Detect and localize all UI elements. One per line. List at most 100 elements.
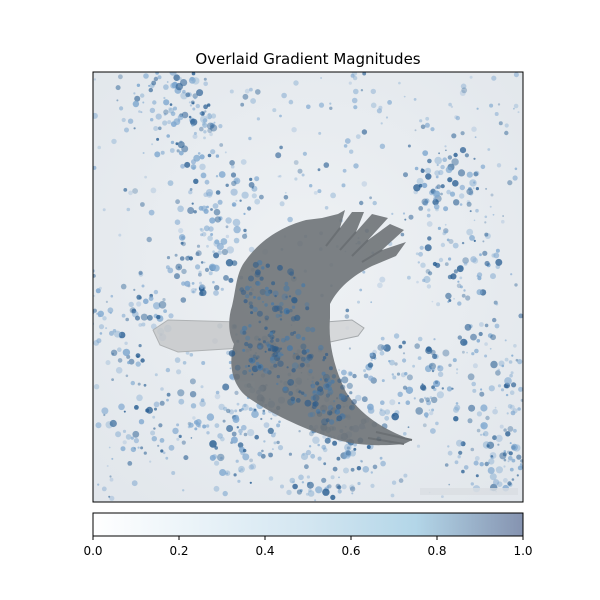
gradient-speckle [111, 378, 114, 381]
gradient-speckle [459, 203, 463, 206]
gradient-speckle [370, 88, 376, 95]
gradient-speckle [455, 402, 459, 405]
gradient-speckle [460, 441, 466, 447]
gradient-speckle [501, 219, 505, 224]
gradient-speckle [484, 215, 488, 219]
gradient-speckle [440, 164, 445, 170]
gradient-speckle [370, 102, 377, 109]
gradient-speckle [241, 424, 247, 431]
gradient-speckle [123, 188, 128, 192]
gradient-speckle [93, 384, 100, 390]
gradient-speckle [132, 430, 140, 438]
gradient-speckle [419, 398, 424, 403]
gradient-speckle [277, 264, 283, 271]
gradient-speckle [158, 423, 163, 428]
gradient-speckle [196, 244, 201, 248]
gradient-speckle [133, 92, 136, 95]
gradient-speckle [197, 424, 202, 428]
gradient-speckle [213, 121, 216, 124]
gradient-speckle [484, 221, 487, 224]
gradient-speckle [285, 309, 290, 314]
gradient-speckle [300, 452, 309, 460]
gradient-speckle [200, 261, 204, 264]
gradient-speckle [136, 394, 143, 402]
gradient-speckle [453, 269, 458, 274]
gradient-speckle [387, 100, 392, 105]
gradient-speckle [140, 313, 148, 321]
gradient-speckle [201, 232, 207, 237]
gradient-speckle [97, 145, 101, 150]
gradient-speckle [271, 346, 278, 353]
gradient-speckle [417, 261, 420, 264]
gradient-speckle [426, 221, 433, 227]
gradient-speckle [414, 343, 421, 349]
gradient-speckle [431, 396, 438, 404]
gradient-speckle [146, 406, 153, 414]
heatmap-frame [92, 71, 524, 503]
gradient-speckle [163, 84, 169, 90]
gradient-speckle [345, 308, 350, 313]
gradient-speckle [321, 444, 327, 450]
gradient-speckle [344, 450, 352, 458]
gradient-speckle [293, 331, 297, 334]
gradient-speckle [444, 230, 448, 234]
gradient-speckle [356, 466, 362, 471]
gradient-speckle [343, 467, 349, 474]
gradient-speckle [154, 151, 161, 158]
gradient-speckle [472, 187, 475, 190]
gradient-speckle [233, 473, 237, 477]
gradient-speckle [417, 336, 423, 342]
gradient-speckle [448, 363, 452, 367]
gradient-speckle [480, 388, 483, 391]
gradient-speckle [288, 391, 294, 396]
gradient-speckle [200, 172, 207, 179]
gradient-speckle [212, 250, 215, 253]
gradient-speckle [510, 443, 518, 451]
gradient-speckle [258, 320, 262, 324]
gradient-speckle [248, 291, 253, 296]
gradient-speckle [517, 111, 520, 114]
gradient-speckle [258, 338, 261, 341]
gradient-speckle [203, 225, 210, 232]
gradient-speckle [204, 179, 210, 185]
gradient-speckle [93, 78, 97, 81]
gradient-speckle [244, 285, 250, 291]
gradient-speckle [490, 360, 498, 369]
gradient-speckle [489, 205, 492, 208]
gradient-speckle [364, 374, 368, 378]
gradient-speckle [330, 475, 335, 480]
gradient-speckle [225, 183, 229, 187]
gradient-speckle [463, 465, 469, 470]
gradient-speckle [431, 408, 435, 412]
gradient-speckle [450, 105, 454, 109]
gradient-speckle [347, 371, 353, 377]
gradient-speckle [492, 435, 497, 441]
gradient-speckle [290, 396, 296, 402]
gradient-speckle [513, 72, 519, 78]
gradient-speckle [192, 102, 195, 105]
gradient-speckle [300, 356, 306, 362]
gradient-speckle [308, 503, 313, 508]
gradient-speckle [437, 226, 441, 230]
gradient-speckle [181, 111, 189, 119]
gradient-speckle [480, 404, 488, 412]
gradient-speckle [328, 419, 335, 425]
gradient-speckle [433, 338, 436, 341]
gradient-speckle [194, 288, 197, 291]
gradient-speckle [151, 143, 154, 146]
gradient-speckle [349, 391, 353, 395]
gradient-speckle [290, 331, 295, 336]
gradient-speckle [325, 418, 330, 423]
gradient-speckle [166, 81, 169, 83]
gradient-speckle [188, 256, 193, 261]
gradient-speckle [467, 373, 475, 381]
gradient-speckle [444, 262, 449, 266]
gradient-speckle [370, 301, 373, 304]
gradient-speckle [490, 193, 494, 197]
gradient-speckle [243, 448, 247, 453]
gradient-speckle [165, 456, 169, 460]
gradient-speckle [138, 323, 143, 327]
gradient-speckle [497, 103, 501, 106]
gradient-speckle [318, 102, 325, 108]
gradient-speckle [262, 300, 264, 303]
